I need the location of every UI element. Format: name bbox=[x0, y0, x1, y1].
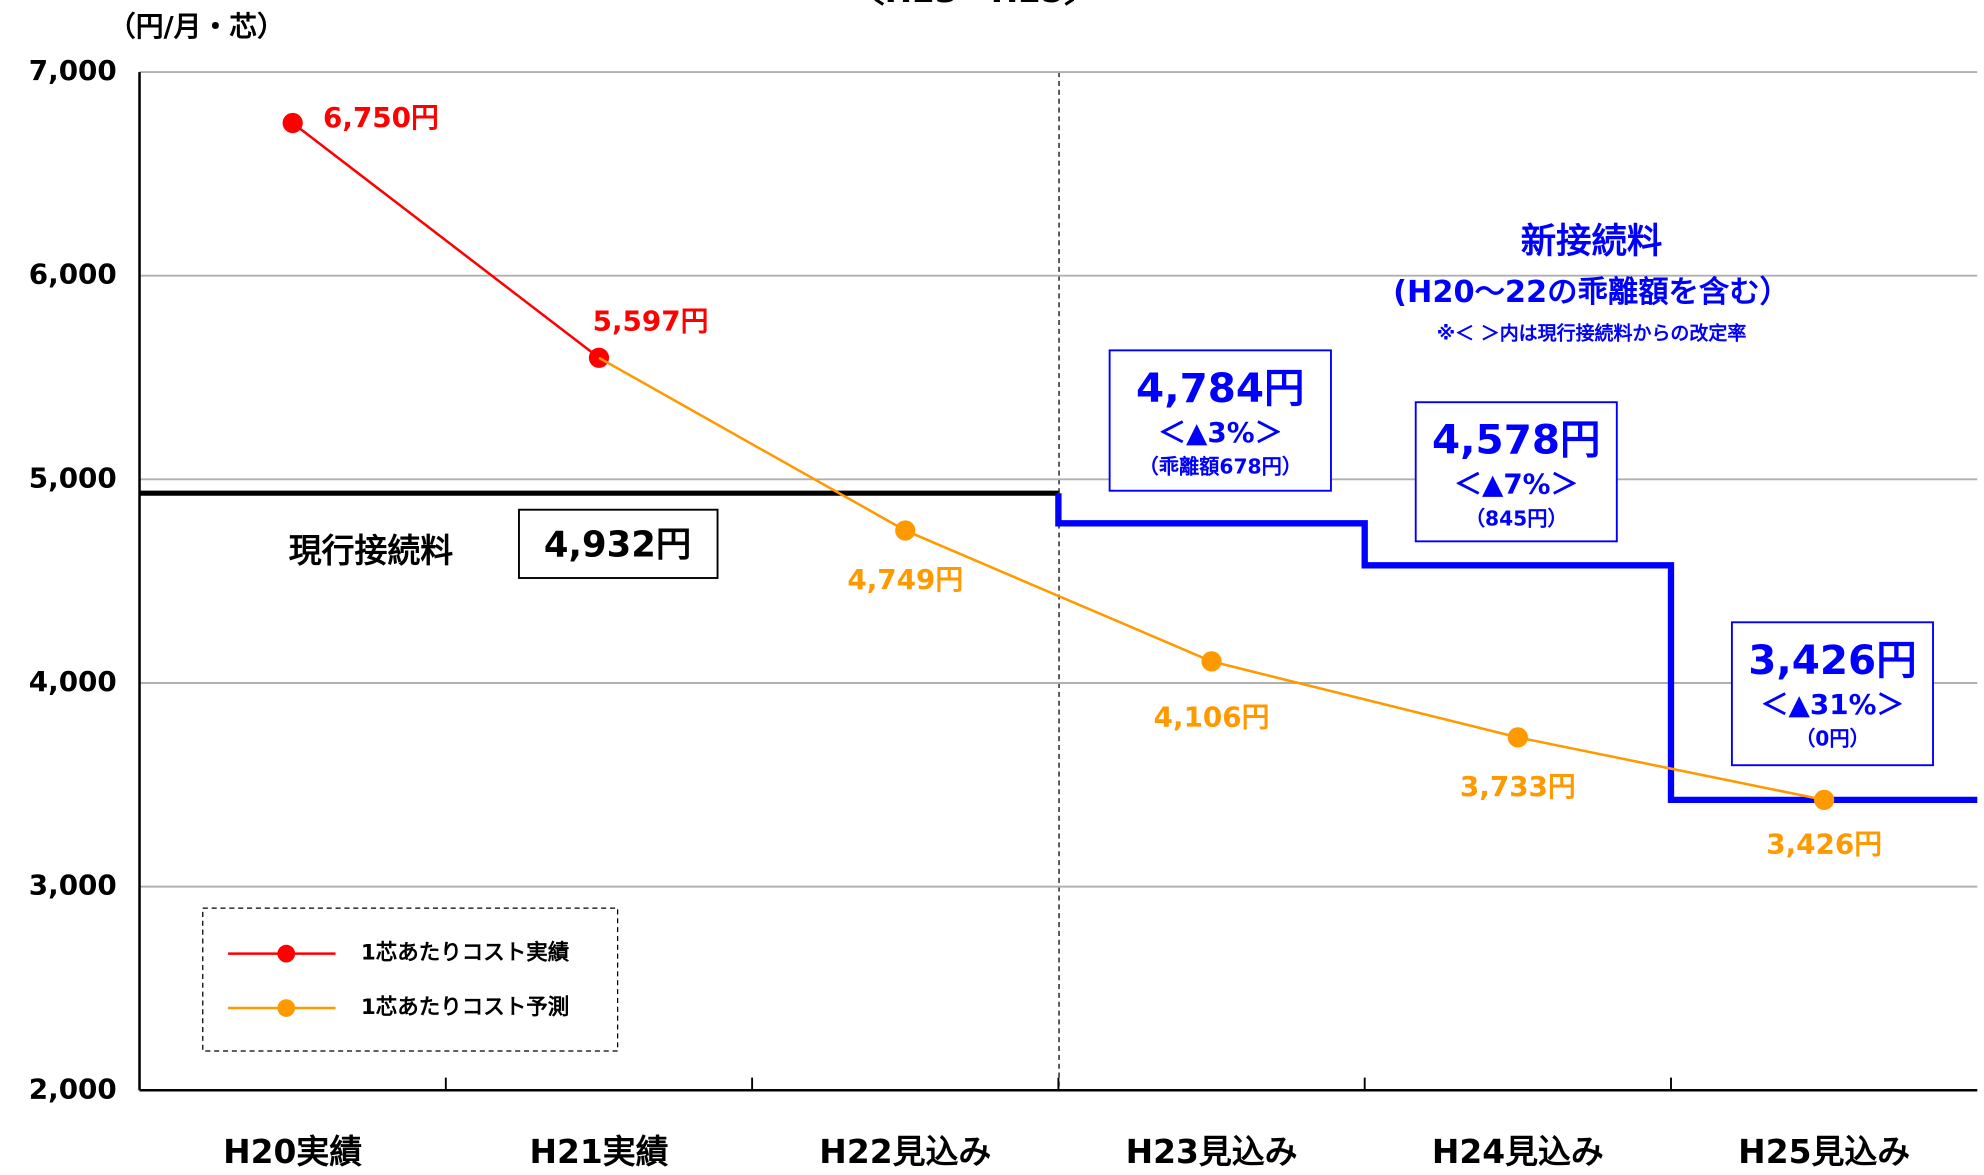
new-rate-rate: ＜▲3%＞ bbox=[1158, 416, 1282, 449]
new-rate-rate: ＜▲31%＞ bbox=[1761, 688, 1905, 721]
current-rate-label: 現行接続料 bbox=[289, 531, 454, 570]
legend-label: 1芯あたりコスト予測 bbox=[361, 995, 569, 1020]
new-rate-note: ※＜ ＞内は現行接続料からの改定率 bbox=[1437, 321, 1747, 344]
data-label: 3,426円 bbox=[1766, 827, 1882, 860]
new-rate-line bbox=[1055, 493, 1978, 804]
current-rate-box bbox=[518, 508, 719, 579]
data-point bbox=[895, 520, 916, 541]
new-rate-box bbox=[1730, 621, 1934, 767]
x-tick-label: H24見込み bbox=[1432, 1132, 1604, 1171]
new-rate-subtitle: (H20～22の乖離額を含む） bbox=[1393, 274, 1790, 310]
x-tick-label: H22見込み bbox=[819, 1132, 991, 1171]
legend-label: 1芯あたりコスト実績 bbox=[361, 940, 570, 966]
x-tick-label: H23見込み bbox=[1126, 1132, 1298, 1171]
data-point bbox=[1507, 727, 1528, 748]
y-tick-label: 7,000 bbox=[29, 54, 117, 87]
new-rate-box bbox=[1414, 401, 1618, 543]
new-rate-value: 4,784円 bbox=[1136, 364, 1304, 412]
data-label: 5,597円 bbox=[593, 304, 709, 337]
legend bbox=[202, 907, 619, 1052]
data-point bbox=[282, 112, 303, 134]
new-rate-diff: （乖離額678円） bbox=[1139, 454, 1303, 478]
new-rate-diff: （0円） bbox=[1795, 726, 1870, 750]
x-tick-label: H21実績 bbox=[529, 1132, 668, 1171]
new-rate-diff: （845円） bbox=[1465, 506, 1568, 530]
new-rate-rate: ＜▲7%＞ bbox=[1454, 468, 1578, 501]
y-tick-label: 3,000 bbox=[29, 869, 117, 902]
new-rate-box bbox=[1108, 349, 1332, 492]
data-point bbox=[1814, 789, 1835, 810]
data-label: 3,733円 bbox=[1460, 770, 1576, 803]
new-rate-value: 4,578円 bbox=[1432, 416, 1600, 464]
data-label: 4,106円 bbox=[1154, 700, 1270, 733]
data-label: 4,749円 bbox=[847, 563, 963, 596]
y-tick-label: 2,000 bbox=[29, 1072, 117, 1105]
y-tick-label: 4,000 bbox=[29, 665, 117, 698]
y-tick-label: 5,000 bbox=[29, 461, 117, 494]
current-rate-value: 4,932円 bbox=[544, 524, 691, 565]
x-tick-label: H25見込み bbox=[1738, 1132, 1910, 1171]
legend-marker bbox=[277, 944, 296, 963]
y-tick-label: 6,000 bbox=[29, 258, 117, 291]
new-rate-title: 新接続料 bbox=[1521, 221, 1663, 262]
legend-marker bbox=[277, 999, 296, 1017]
y-axis-label: （円/月・芯） bbox=[108, 10, 285, 43]
series-line bbox=[291, 121, 600, 359]
data-label: 6,750円 bbox=[323, 101, 439, 134]
new-rate-value: 3,426円 bbox=[1748, 636, 1916, 684]
chart-title: 〔H23～H25〕 bbox=[852, 0, 1097, 10]
x-tick-label: H20実績 bbox=[223, 1132, 362, 1171]
data-point bbox=[1201, 651, 1222, 672]
